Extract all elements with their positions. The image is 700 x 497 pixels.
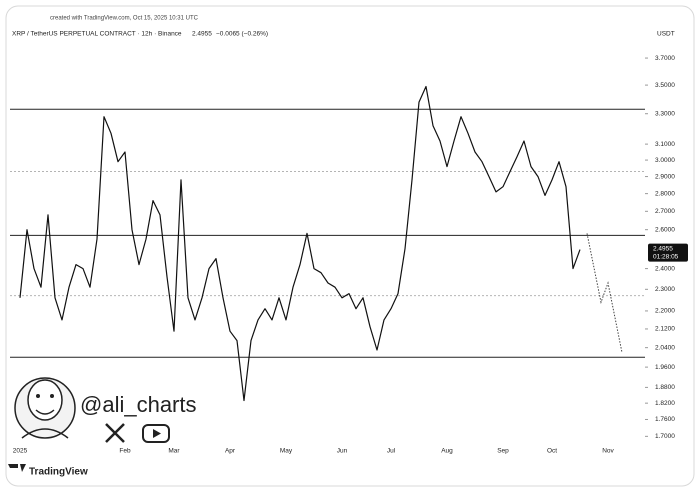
y-tick-label: 2.1200 [655,326,675,333]
y-tick-label: 2.0400 [655,344,675,351]
x-tick-label: Jul [387,448,396,455]
x-tick-label: Apr [225,448,236,455]
x-tick-label: May [280,448,293,455]
y-tick-label: 2.6000 [655,226,675,233]
x-tick-label: Oct [547,448,557,455]
tv-logo: TradingView [29,467,88,478]
x-tick-label: 2025 [13,448,28,455]
x-tick-label: Nov [602,448,614,455]
x-tick-label: Sep [497,448,509,455]
card [5,5,695,487]
y-tick-label: 2.2000 [655,308,675,315]
x-tick-label: Jun [337,448,348,455]
y-tick-label: 2.3000 [655,286,675,293]
chart-title: XRP / TetherUS PERPETUAL CONTRACT · 12h … [12,31,182,38]
tv-logo-mark [8,464,26,472]
x-icon [105,423,125,443]
price-change: −0.0065 (−0.26%) [216,31,268,38]
y-tick-label: 3.3000 [655,110,675,117]
price-tag-label: 2.4955 [653,245,673,252]
youtube-icon [142,424,170,443]
avatar [14,377,76,439]
currency: USDT [657,31,675,38]
y-tick-label: 3.5000 [655,82,675,89]
y-tick-label: 2.9000 [655,173,675,180]
x-tick-label: Mar [168,448,180,455]
x-tick-label: Aug [441,448,453,455]
y-tick-label: 3.0000 [655,157,675,164]
youtube-play [153,429,161,438]
y-tick-label: 1.7000 [655,433,675,440]
y-tick-label: 1.7600 [655,416,675,423]
last-price: 2.4955 [192,31,212,38]
y-tick-label: 2.7000 [655,208,675,215]
price-tag-countdown: 01:28:05 [653,253,679,260]
y-tick-label: 2.4000 [655,265,675,272]
x-tick-label: Feb [119,448,131,455]
y-tick-label: 3.7000 [655,55,675,62]
y-tick-label: 1.9600 [655,364,675,371]
handle: @ali_charts [80,392,197,417]
y-tick-label: 2.8000 [655,190,675,197]
price-tag [648,243,688,262]
y-tick-label: 1.8800 [655,384,675,391]
price-line [19,85,581,402]
created-note: created with TradingView.com, Oct 15, 20… [50,16,199,22]
y-tick-label: 3.1000 [655,141,675,148]
y-tick-label: 1.8200 [655,400,675,407]
projection-path [586,233,623,353]
